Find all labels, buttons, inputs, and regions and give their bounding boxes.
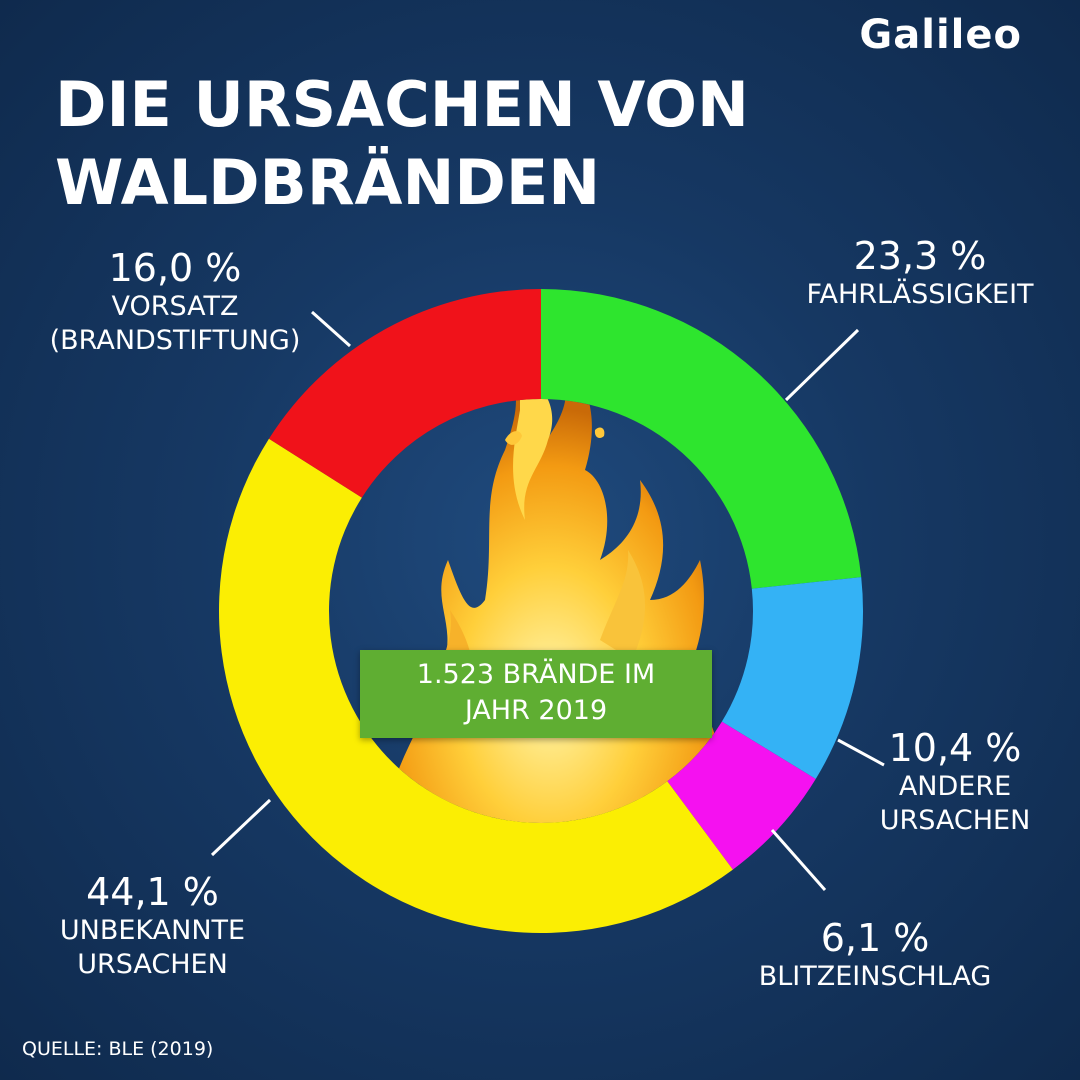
slice-label-vorsatz: 16,0 % VORSATZ (BRANDSTIFTUNG) [20, 246, 330, 358]
slice-name: ANDERE [898, 771, 1012, 802]
source-note: QUELLE: BLE (2019) [22, 1038, 214, 1060]
donut-slice-2 [667, 721, 816, 870]
slice-label-blitzeinschlag: 6,1 % BLITZEINSCHLAG [730, 916, 1020, 994]
leader-line-fahrlaessigkeit [784, 328, 860, 402]
slice-pct: 16,0 % [108, 246, 242, 290]
slice-name: URSACHEN [879, 805, 1031, 836]
slice-pct: 23,3 % [853, 234, 987, 278]
slice-name: UNBEKANNTE [59, 915, 246, 946]
slice-name: BLITZEINSCHLAG [758, 961, 992, 992]
title-line-2: WALDBRÄNDEN [55, 146, 601, 219]
leader-line-unbekannt [210, 798, 272, 857]
slice-label-andere-ursachen: 10,4 % ANDERE URSACHEN [860, 726, 1050, 838]
leader-lines [210, 310, 885, 891]
flame-ember-2 [594, 427, 605, 438]
donut-slice-0 [541, 289, 862, 589]
slice-name: FAHRLÄSSIGKEIT [806, 279, 1034, 310]
slice-name: (BRANDSTIFTUNG) [49, 325, 301, 356]
donut-slices [218, 289, 864, 934]
total-fires-line-2: JAHR 2019 [464, 695, 608, 726]
leader-line-andere [837, 738, 885, 767]
total-fires-line-1: 1.523 BRÄNDE IM [416, 659, 656, 690]
slice-label-fahrlaessigkeit: 23,3 % FAHRLÄSSIGKEIT [770, 234, 1070, 312]
slice-pct: 10,4 % [888, 726, 1022, 770]
donut-slice-1 [721, 577, 864, 779]
leader-line-vorsatz [310, 310, 352, 348]
flame-tongue-3 [600, 550, 646, 660]
flame-tongue-1 [513, 399, 553, 520]
donut-slice-3 [218, 438, 733, 934]
page-title: DIE URSACHEN VON WALDBRÄNDEN [55, 66, 749, 222]
title-line-1: DIE URSACHEN VON [55, 68, 749, 141]
slice-pct: 6,1 % [820, 916, 930, 960]
donut-slice-4 [268, 289, 541, 498]
total-fires-box: 1.523 BRÄNDE IM JAHR 2019 [360, 650, 712, 738]
leader-line-blitz [770, 829, 827, 891]
flame-ember-1 [505, 431, 522, 445]
slice-label-unbekannte-ursachen: 44,1 % UNBEKANNTE URSACHEN [25, 870, 280, 982]
slice-name: URSACHEN [77, 949, 228, 980]
slice-name: VORSATZ [111, 291, 239, 322]
slice-pct: 44,1 % [86, 870, 219, 914]
galileo-logo: Galileo [859, 12, 1022, 58]
